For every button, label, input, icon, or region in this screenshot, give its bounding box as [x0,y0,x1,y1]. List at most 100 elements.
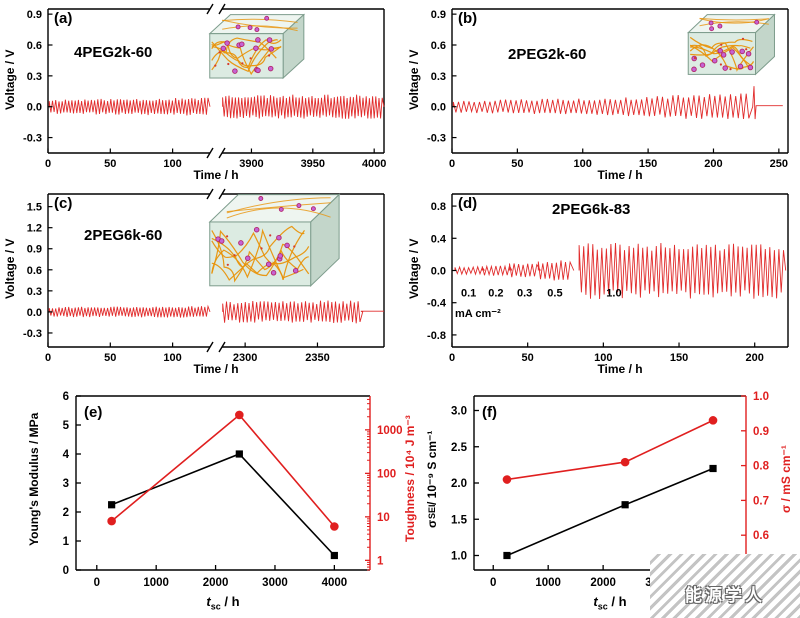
svg-text:1.5: 1.5 [27,202,42,214]
y-axis-label: Voltage / V [3,238,17,300]
svg-text:1000: 1000 [377,425,403,437]
svg-text:0.6: 0.6 [753,530,769,542]
svg-text:0.0: 0.0 [27,307,42,319]
panel-letter: (d) [458,195,478,212]
svg-text:10: 10 [377,512,390,524]
panel-letter: (b) [458,10,478,27]
svg-text:0.0: 0.0 [27,102,42,114]
svg-text:50: 50 [104,352,116,364]
svg-text:0: 0 [63,565,69,577]
svg-text:0.3: 0.3 [517,287,532,299]
left-label-unit: / 10⁻⁹ S cm⁻¹ [425,430,439,505]
svg-text:0.2: 0.2 [488,287,503,299]
svg-text:1.0: 1.0 [606,287,621,299]
x-label-symbol: t [593,594,598,610]
svg-text:4: 4 [63,449,70,461]
svg-text:0.9: 0.9 [753,426,769,438]
svg-text:3950: 3950 [301,158,325,170]
x-axis-label: tsc / h [76,594,370,612]
svg-text:0: 0 [45,352,51,364]
svg-text:1000: 1000 [143,577,169,589]
svg-text:0.9: 0.9 [27,244,42,256]
watermark: 能源学人 [650,554,800,618]
left-axis-label: Young's Modulus / MPa [27,412,41,546]
svg-text:2.5: 2.5 [451,442,468,454]
svg-text:0.0: 0.0 [431,266,446,278]
svg-text:50: 50 [104,158,116,170]
svg-text:0.8: 0.8 [431,201,446,213]
panel-e: 0 1000 2000 3000 4000 0 1 2 3 4 5 6 1 10 100 1000 (e) Y… [26,382,418,616]
svg-text:150: 150 [639,158,657,170]
svg-text:1.0: 1.0 [753,391,769,403]
left-label-subscript: SEI [427,504,437,520]
svg-text:0: 0 [449,158,455,170]
svg-text:1.2: 1.2 [27,223,42,235]
panel-letter: (a) [54,10,73,27]
svg-text:250: 250 [770,158,788,170]
svg-text:0.3: 0.3 [431,71,446,83]
x-axis-label: tsc / h [474,594,746,612]
svg-text:50: 50 [522,352,534,364]
x-axis-label: Time / h [597,362,643,376]
svg-text:0.7: 0.7 [753,495,769,507]
y-axis-label: Voltage / V [3,49,17,110]
svg-text:-0.3: -0.3 [23,133,42,145]
panel-a: 0 50 100 3900 3950 4000 -0.3 0.0 0.3 0.6 0.9 (a) 4… [2,2,394,183]
x-label-unit: / h [220,594,240,610]
svg-text:1: 1 [63,536,70,548]
sample-label: 2PEG2k-60 [508,46,587,63]
sample-label: 4PEG2k-60 [74,44,153,61]
svg-text:0.3: 0.3 [27,286,42,298]
panel-c: 0 50 100 2300 2350 -0.3 0.0 0.3 0.6 0.9 1.2 1.5 (c)… [2,187,394,377]
svg-text:6: 6 [63,391,69,403]
right-axis-label: σ / mS cm⁻¹ [779,445,793,513]
svg-text:50: 50 [511,158,523,170]
svg-text:0.0: 0.0 [431,102,446,114]
svg-text:1.5: 1.5 [451,514,468,526]
svg-text:100: 100 [163,352,181,364]
x-axis-label: Time / h [597,168,643,182]
sample-label: 2PEG6k-83 [552,201,631,218]
y-axis-label: Voltage / V [407,238,421,300]
x-label-symbol: t [206,594,211,610]
svg-text:1.0: 1.0 [451,551,467,563]
svg-text:100: 100 [377,468,396,480]
svg-text:-0.3: -0.3 [23,328,42,340]
svg-text:200: 200 [704,158,722,170]
svg-text:100: 100 [163,158,181,170]
left-axis-label: σ SEI / 10⁻⁹ S cm⁻¹ [424,382,440,576]
x-axis-label: Time / h [193,168,239,182]
svg-text:0.6: 0.6 [27,265,42,277]
svg-text:0.9: 0.9 [27,9,42,21]
svg-text:3.0: 3.0 [451,406,467,418]
svg-text:100: 100 [574,158,592,170]
svg-text:0: 0 [449,352,455,364]
x-label-subscript: sc [210,602,221,612]
svg-text:2.0: 2.0 [451,478,467,490]
svg-text:5: 5 [63,420,70,432]
y-axis-label: Voltage / V [407,49,421,110]
svg-text:1: 1 [377,555,384,567]
svg-text:0.8: 0.8 [753,461,770,473]
svg-text:0.3: 0.3 [27,71,42,83]
left-label-symbol: σ [425,519,439,528]
panel-b: 0 50 100 150 200 250 -0.3 0.0 0.3 0.6 0.9 (b) 2PEG… [406,2,798,183]
svg-text:1000: 1000 [535,577,561,589]
panel-letter: (c) [54,195,73,212]
svg-text:-0.8: -0.8 [427,330,446,342]
svg-text:0: 0 [490,577,496,589]
svg-text:100: 100 [594,352,612,364]
svg-text:200: 200 [746,352,764,364]
svg-text:2000: 2000 [203,577,229,589]
panel-letter: (f) [482,404,497,421]
svg-text:0.6: 0.6 [27,40,42,52]
svg-text:0.6: 0.6 [431,40,446,52]
panel-letter: (e) [84,404,103,421]
svg-text:0.9: 0.9 [431,9,446,21]
svg-text:-0.4: -0.4 [427,298,447,310]
svg-text:3: 3 [63,478,69,490]
svg-text:2300: 2300 [233,352,257,364]
svg-text:150: 150 [670,352,688,364]
svg-text:0.4: 0.4 [431,233,447,245]
